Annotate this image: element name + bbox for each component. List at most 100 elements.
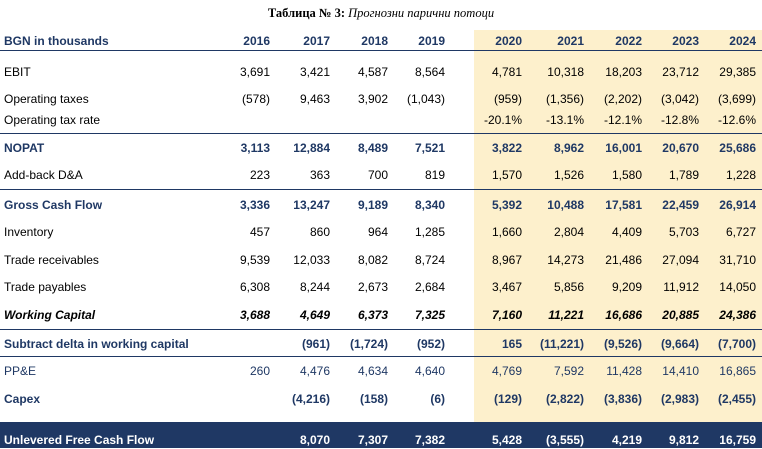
row-cell: 25,686 [719, 141, 756, 155]
row-cell: 3,467 [491, 280, 522, 294]
row-label: PP&E [4, 364, 37, 378]
row-cell: 457 [249, 225, 270, 239]
row-cell: 2,684 [414, 280, 445, 294]
header-divider [0, 50, 762, 51]
table-row: PP&E 260 4,476 4,634 4,640 4,769 7,592 11,428 14… [0, 362, 762, 380]
row-cell: 1,789 [668, 168, 699, 182]
row-cell: 8,564 [414, 65, 445, 79]
table-row: Gross Cash Flow 3,336 13,247 9,189 8,340 5,39… [0, 196, 762, 214]
row-cell: 9,539 [239, 253, 270, 267]
row-cell: 12,033 [293, 253, 330, 267]
row-cell: 260 [249, 364, 270, 378]
row-cell: 363 [309, 168, 330, 182]
row-cell: 1,570 [491, 168, 522, 182]
row-cell: 2,673 [357, 280, 388, 294]
row-label: Add-back D&A [4, 168, 83, 182]
row-cell: 8,962 [553, 141, 584, 155]
section-divider [0, 356, 762, 357]
row-cell: (158) [359, 392, 388, 406]
footer-cell: 4,219 [611, 433, 642, 447]
row-cell: 7,521 [414, 141, 445, 155]
row-cell: (3,836) [603, 392, 642, 406]
row-cell: 12,884 [293, 141, 330, 155]
row-cell: 13,247 [293, 198, 330, 212]
row-cell: 11,221 [548, 308, 584, 322]
header-year: 2018 [361, 34, 388, 48]
footer-cell: 9,812 [668, 433, 699, 447]
table-row: EBIT 3,691 3,421 4,587 8,564 4,781 10,318 18,20… [0, 63, 762, 81]
row-cell: 4,476 [299, 364, 330, 378]
row-cell: 700 [367, 168, 388, 182]
row-cell: 8,082 [357, 253, 388, 267]
header-year: 2022 [615, 34, 642, 48]
row-cell: (1,724) [349, 337, 388, 351]
row-cell: 26,914 [719, 198, 756, 212]
row-cell: 16,686 [605, 308, 642, 322]
row-label: Gross Cash Flow [4, 198, 103, 212]
row-cell: 4,634 [357, 364, 388, 378]
table-row: Operating taxes (578) 9,463 3,902 (1,043) (95… [0, 90, 762, 108]
header-year: 2016 [243, 34, 270, 48]
row-cell: 16,865 [719, 364, 756, 378]
row-cell: (952) [416, 337, 445, 351]
row-cell: 9,463 [299, 92, 330, 106]
row-cell: 17,581 [605, 198, 642, 212]
row-label: Operating tax rate [4, 113, 101, 127]
row-cell: 14,050 [719, 280, 756, 294]
table-row: Add-back D&A 223 363 700 819 1,570 1,526 1,580 1… [0, 166, 762, 184]
table-row: Inventory 457 860 964 1,285 1,660 2,804 4,409 5,… [0, 223, 762, 241]
row-cell: 2,804 [553, 225, 584, 239]
row-cell: (11,221) [539, 337, 584, 351]
row-cell: 3,421 [299, 65, 330, 79]
table-row: Subtract delta in working capital (961) (1… [0, 335, 762, 353]
row-cell: 24,386 [719, 308, 756, 322]
row-cell: 7,160 [491, 308, 522, 322]
row-cell: (1,043) [406, 92, 445, 106]
header-year: 2017 [303, 34, 330, 48]
row-cell: -12.8% [660, 113, 699, 127]
row-cell: 8,244 [299, 280, 330, 294]
header-row: BGN in thousands 2016 2017 2018 2019 202… [0, 32, 762, 50]
row-cell: 20,670 [662, 141, 699, 155]
row-cell: 11,912 [663, 280, 699, 294]
row-cell: 1,228 [725, 168, 756, 182]
row-cell: -12.6% [717, 113, 756, 127]
row-cell: 5,856 [553, 280, 584, 294]
row-cell: -12.1% [603, 113, 642, 127]
footer-label: Unlevered Free Cash Flow [4, 433, 155, 447]
row-cell: (3,042) [660, 92, 699, 106]
row-cell: 3,113 [240, 141, 270, 155]
table-title-text: Прогнозни парични потоци [348, 6, 495, 20]
row-cell: 3,688 [239, 308, 270, 322]
row-cell: 1,660 [491, 225, 522, 239]
row-cell: 4,640 [414, 364, 445, 378]
table-title: Таблица № 3: Прогнозни парични потоци [0, 6, 762, 21]
row-cell: 6,373 [357, 308, 388, 322]
row-cell: 31,710 [719, 253, 756, 267]
row-cell: 8,724 [414, 253, 445, 267]
row-cell: 860 [309, 225, 330, 239]
row-cell: 3,336 [239, 198, 270, 212]
row-label: Capex [4, 392, 41, 406]
row-cell: 14,273 [547, 253, 584, 267]
row-cell: (961) [301, 337, 330, 351]
section-divider [0, 189, 762, 190]
row-cell: 1,580 [611, 168, 642, 182]
row-cell: 14,410 [662, 364, 699, 378]
row-cell: 3,691 [239, 65, 270, 79]
table-row: Trade receivables 9,539 12,033 8,082 8,724 8,… [0, 251, 762, 269]
table-row: Working Capital 3,688 4,649 6,373 7,325 7,160… [0, 306, 762, 324]
row-cell: 4,409 [611, 225, 642, 239]
row-cell: (129) [493, 392, 522, 406]
table-row: Capex (4,216) (158) (6) (129) (2,822) (3,836) (… [0, 390, 762, 408]
table-row: NOPAT 3,113 12,884 8,489 7,521 3,822 8,962 16,0… [0, 139, 762, 157]
row-cell: (7,700) [717, 337, 756, 351]
row-cell: 20,885 [662, 308, 699, 322]
row-cell: 10,318 [547, 65, 584, 79]
row-cell: (2,822) [545, 392, 584, 406]
header-year: 2023 [672, 34, 699, 48]
row-cell: 3,902 [357, 92, 388, 106]
row-cell: 23,712 [662, 65, 699, 79]
footer-cell: 7,382 [414, 433, 445, 447]
footer-row: Unlevered Free Cash Flow 8,070 7,307 7,382… [0, 431, 762, 449]
